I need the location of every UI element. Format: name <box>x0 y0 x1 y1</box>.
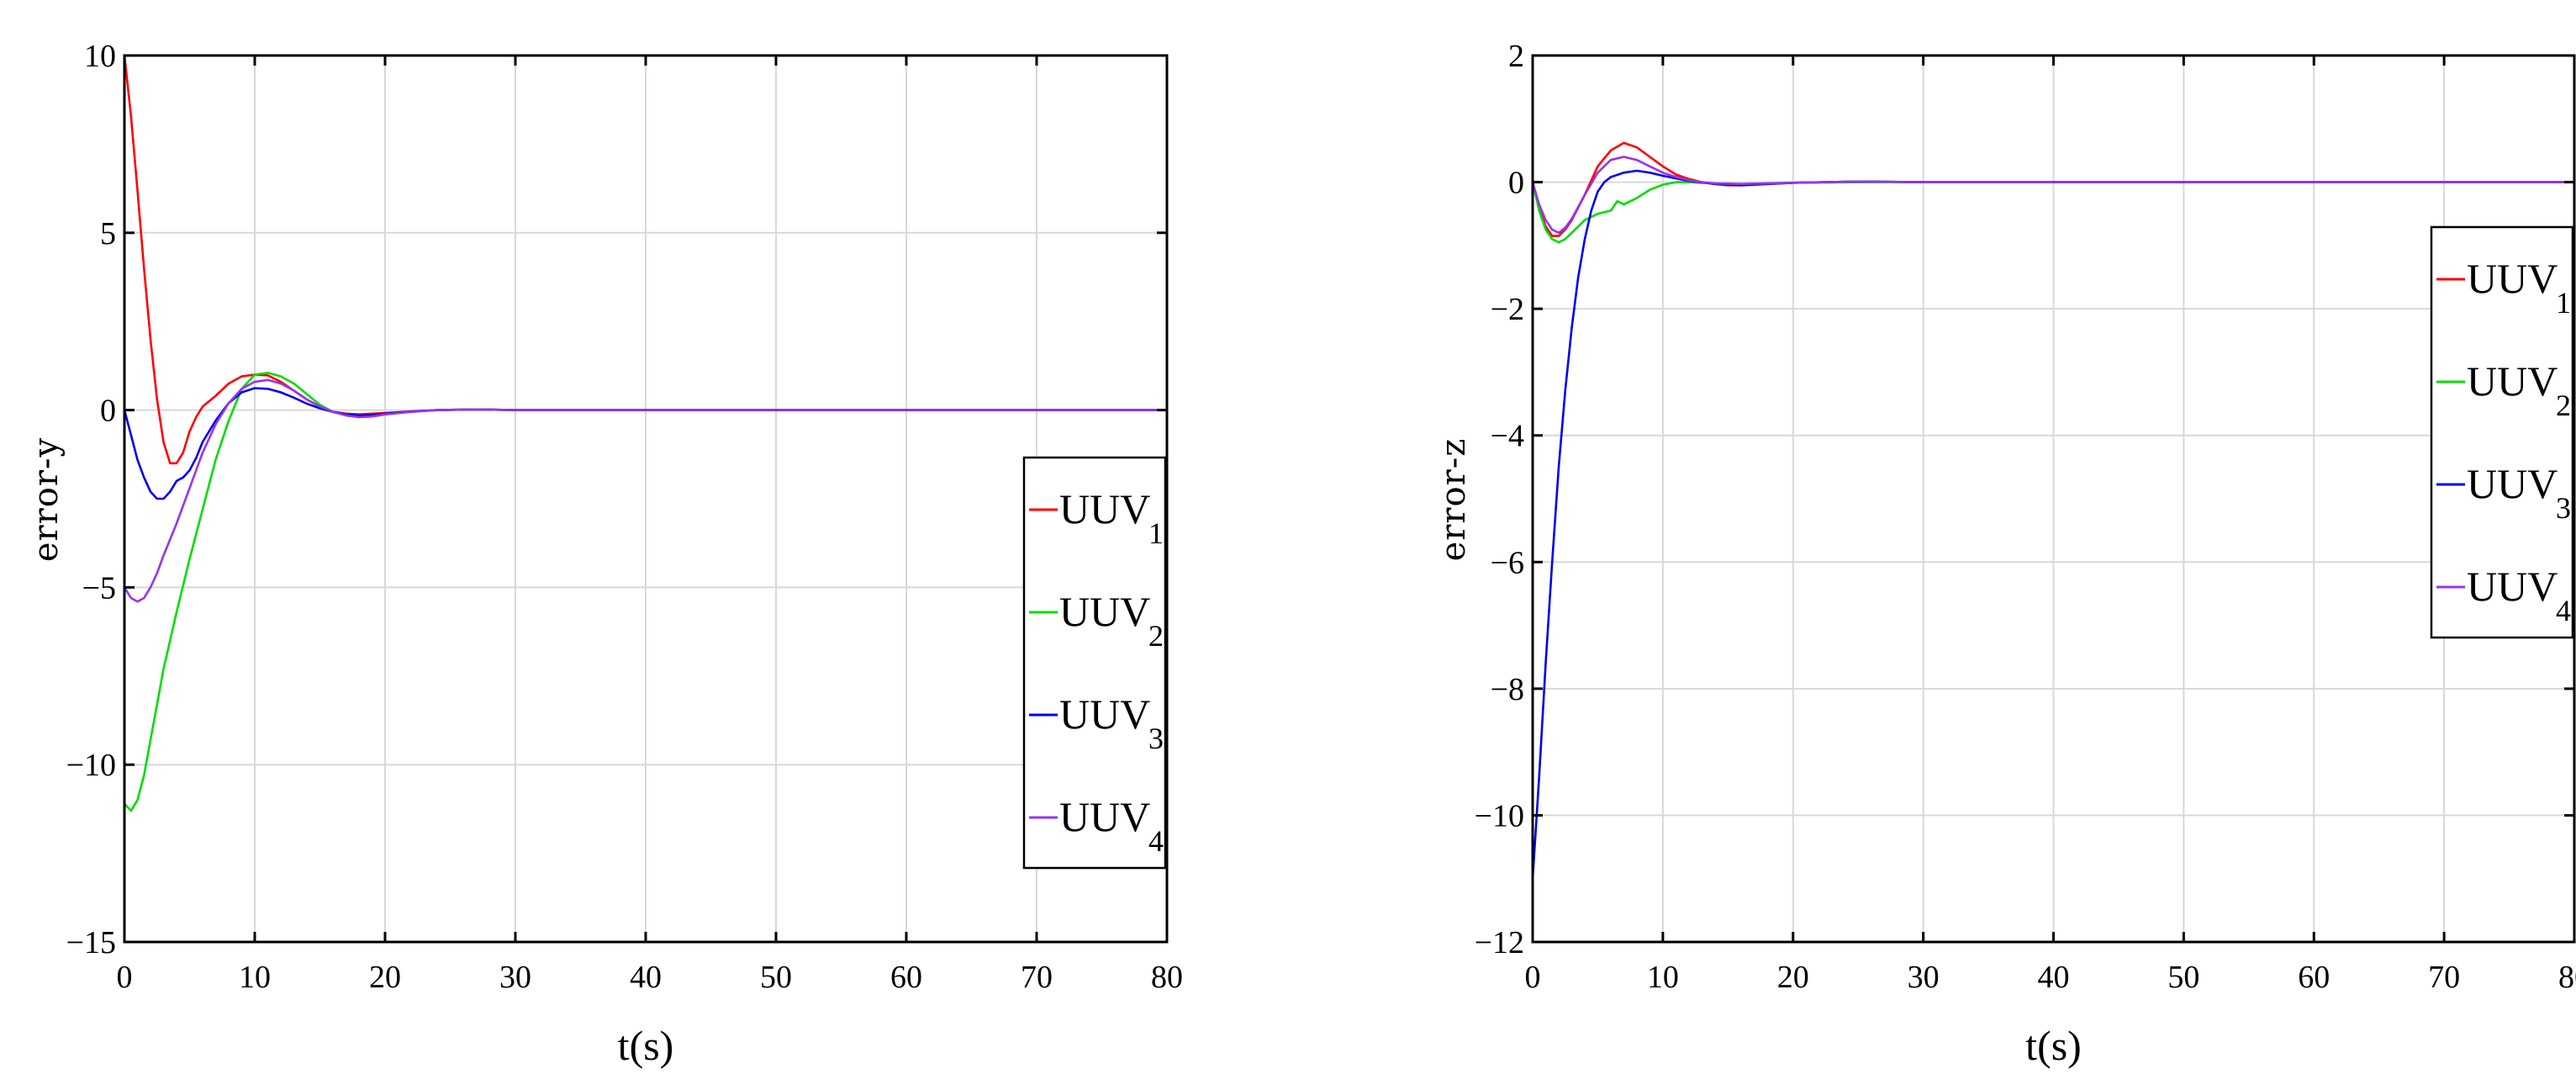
x-tick-label: 30 <box>499 960 531 995</box>
legend-label-subscript: 1 <box>1148 516 1164 550</box>
y-tick-label: 10 <box>84 39 116 74</box>
y-tick-label: −6 <box>1491 545 1524 580</box>
y-tick-label: −10 <box>1475 798 1524 833</box>
series-line-uuv4 <box>123 378 1167 603</box>
legend-label-subscript: 2 <box>1148 619 1164 653</box>
x-tick-label: 10 <box>1647 960 1679 995</box>
x-tick-label: 60 <box>890 960 922 995</box>
y-tick-label: −2 <box>1491 292 1524 327</box>
legend-label: UUV <box>1059 485 1150 532</box>
legend-label: UUV <box>1059 793 1150 840</box>
x-tick-label: 80 <box>1151 960 1183 995</box>
x-tick-label: 0 <box>1525 960 1541 995</box>
x-tick-label: 0 <box>117 960 133 995</box>
legend-label-subscript: 4 <box>2556 594 2571 627</box>
legend-label: UUV <box>2467 357 2558 405</box>
y-tick-label: 0 <box>100 394 116 429</box>
chart-error-z: 0 10 20 30 40 50 60 70 80 −12 −10 −8 −6 −4 −2 0 2 t(s) err… <box>1434 39 2576 1069</box>
x-tick-label: 60 <box>2298 960 2330 995</box>
legend-label-subscript: 1 <box>2556 286 2571 320</box>
y-tick-label: −12 <box>1475 925 1524 960</box>
y-tick-label: 5 <box>100 216 116 251</box>
x-axis-label: t(s) <box>2025 1022 2082 1069</box>
legend-label-subscript: 2 <box>2556 389 2571 422</box>
legend-label: UUV <box>2467 255 2558 302</box>
x-tick-label: 40 <box>2038 960 2070 995</box>
y-tick-label: 0 <box>1508 166 1524 201</box>
y-axis-label: error-z <box>1434 438 1473 562</box>
x-tick-label: 40 <box>630 960 662 995</box>
legend-label-subscript: 3 <box>2556 491 2571 525</box>
x-tick-label: 10 <box>239 960 271 995</box>
x-tick-label: 30 <box>1908 960 1940 995</box>
legend-label: UUV <box>1059 588 1150 635</box>
y-tick-label: 2 <box>1508 39 1524 74</box>
y-tick-label: −4 <box>1491 419 1524 454</box>
y-tick-label: −5 <box>82 570 116 606</box>
chart-error-y: 0 10 20 30 40 50 60 70 80 −15 −10 −5 0 5 10 t(s) error-y… <box>27 39 1183 1069</box>
y-tick-label: −10 <box>66 748 116 783</box>
legend-label-subscript: 4 <box>1148 824 1164 858</box>
legend-box <box>1022 456 1167 870</box>
x-axis-label: t(s) <box>618 1022 674 1069</box>
series-line-uuv4 <box>1531 156 2574 235</box>
x-tick-label: 20 <box>1777 960 1809 995</box>
x-tick-label: 70 <box>1021 960 1053 995</box>
legend-label-subscript: 3 <box>1148 722 1164 755</box>
y-tick-label: −8 <box>1491 672 1524 707</box>
legend-label: UUV <box>1059 691 1150 738</box>
x-tick-label: 20 <box>369 960 401 995</box>
x-tick-label: 70 <box>2428 960 2460 995</box>
x-tick-label: 50 <box>2167 960 2199 995</box>
legend-box <box>2430 225 2574 639</box>
legend-label: UUV <box>2467 563 2558 610</box>
x-tick-label: 50 <box>760 960 792 995</box>
y-tick-label: −15 <box>66 925 116 960</box>
legend-label: UUV <box>2467 460 2558 507</box>
y-axis-label: error-y <box>27 437 66 562</box>
x-tick-label: 80 <box>2558 960 2576 995</box>
